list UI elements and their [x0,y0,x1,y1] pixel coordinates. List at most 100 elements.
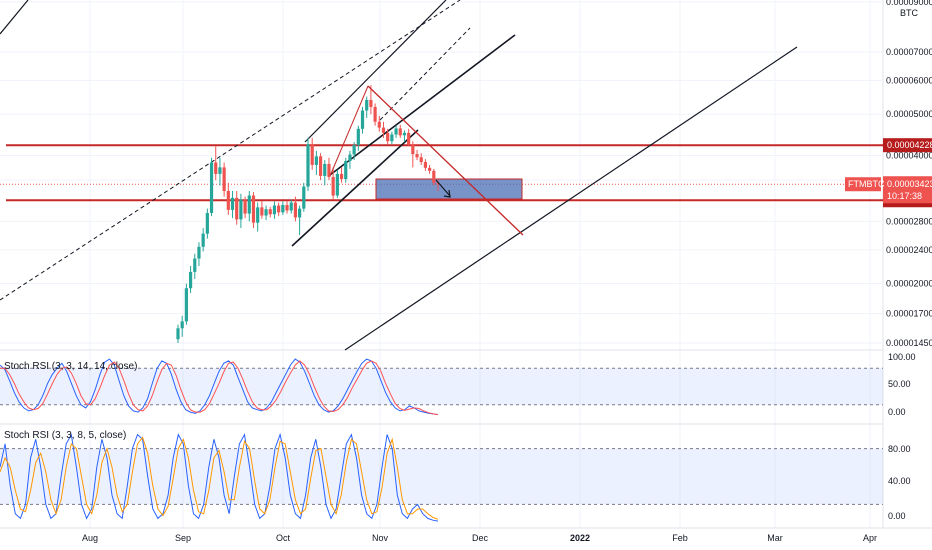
candle-body[interactable] [314,156,318,165]
candle-body[interactable] [285,204,289,211]
price-label: 0.00005000 [886,109,932,119]
candle-body[interactable] [432,170,436,183]
candles[interactable] [176,85,440,343]
candle-body[interactable] [411,144,415,155]
candle-body[interactable] [293,202,298,218]
candle-body[interactable] [197,246,201,259]
candle-body[interactable] [226,190,230,210]
candle-body[interactable] [176,328,180,340]
channel-support-line[interactable] [291,129,419,247]
candle-body[interactable] [394,128,398,135]
time-axis[interactable]: Aug Sep Oct Nov Dec 2022 Feb Mar Apr [82,533,877,543]
candle-body[interactable] [251,195,256,223]
candle-body[interactable] [419,157,423,163]
last-price-tag-bg [883,176,932,204]
channel-upper-line[interactable] [304,0,447,143]
candle-body[interactable] [268,209,272,215]
candle-body[interactable] [201,233,205,247]
candle-body[interactable] [436,182,440,185]
candle-body[interactable] [235,197,239,220]
candle-body[interactable] [373,106,377,122]
price-label: 0.00002800 [886,216,932,226]
indicator-axis-label: 40.00 [888,476,911,486]
time-label-sep: Sep [175,533,191,543]
countdown-label: 10:17:38 [887,191,922,201]
candle-body[interactable] [365,99,369,111]
candle-body[interactable] [302,186,306,209]
candle-body[interactable] [184,288,188,322]
candle-body[interactable] [310,144,314,165]
series-line-k[interactable] [0,358,439,416]
stoch-rsi-panel-2[interactable]: Stoch RSI (3, 3, 8, 5, close) [0,430,883,522]
candle-body[interactable] [218,167,222,174]
candle-body[interactable] [377,121,381,128]
candle-body[interactable] [386,132,390,142]
series-line-d[interactable] [0,360,439,416]
candle-body[interactable] [298,208,302,218]
candle-body[interactable] [188,271,193,289]
projection-arrow[interactable] [435,179,451,197]
channel-lower-line[interactable] [329,34,516,176]
target-zone-box[interactable] [375,178,523,200]
indicator-axis-label: 80.00 [888,444,911,454]
candle-body[interactable] [423,162,428,168]
candle-body[interactable] [331,176,335,196]
candle-body[interactable] [256,207,260,223]
time-label-apr: Apr [863,533,877,543]
candle-body[interactable] [289,202,293,211]
candle-body[interactable] [344,161,348,180]
dashed-mid-line[interactable] [379,27,471,121]
candle-body[interactable] [264,209,268,216]
indicator-title: Stoch RSI (3, 3, 14, 14, close) [4,361,137,372]
candle-body[interactable] [272,205,277,215]
downtrend-line[interactable] [329,85,369,177]
candle-body[interactable] [180,321,184,329]
candle-body[interactable] [193,258,197,272]
candle-body[interactable] [327,163,331,177]
candle-body[interactable] [428,167,432,171]
downtrend-line[interactable] [367,85,524,236]
long-trend-line[interactable] [344,46,798,351]
candle-body[interactable] [281,204,285,213]
candle-body[interactable] [390,134,394,142]
candle-body[interactable] [398,128,402,136]
candle-body[interactable] [360,110,365,129]
dashed-channel-line[interactable] [0,0,461,301]
candle-body[interactable] [209,162,214,213]
candle-body[interactable] [407,132,411,145]
candle-body[interactable] [323,163,327,176]
trend-line[interactable] [0,0,29,35]
drawings-overlay[interactable] [329,85,524,236]
candle-body[interactable] [277,205,281,213]
candle-body[interactable] [214,162,218,174]
candle-body[interactable] [239,199,243,220]
candle-body[interactable] [339,173,344,180]
stoch-rsi-panel-1[interactable]: Stoch RSI (3, 3, 14, 14, close) [0,358,883,416]
candle-body[interactable] [348,154,352,162]
candle-body[interactable] [352,145,356,155]
candle-body[interactable] [260,207,264,216]
candle-body[interactable] [415,154,419,158]
candle-body[interactable] [243,199,247,214]
candle-body[interactable] [402,132,407,136]
candle-body[interactable] [230,197,235,210]
candle-body[interactable] [369,99,373,107]
drawings[interactable] [0,0,883,351]
candle-body[interactable] [247,195,251,214]
grid [0,0,932,529]
candle-body[interactable] [356,128,360,146]
price-label: 0.00006000 [886,75,932,85]
time-label-aug: Aug [82,533,98,543]
price-label: 0.00002400 [886,245,932,255]
time-label-feb: Feb [672,533,688,543]
candle-body[interactable] [306,144,310,187]
series-line-d[interactable] [0,436,439,520]
candle-body[interactable] [205,212,209,234]
candle-body[interactable] [222,167,226,191]
candle-body[interactable] [335,173,339,196]
candle-body[interactable] [381,127,386,133]
price-label: 0.00001450 [886,338,932,348]
candle-body[interactable] [318,156,323,176]
